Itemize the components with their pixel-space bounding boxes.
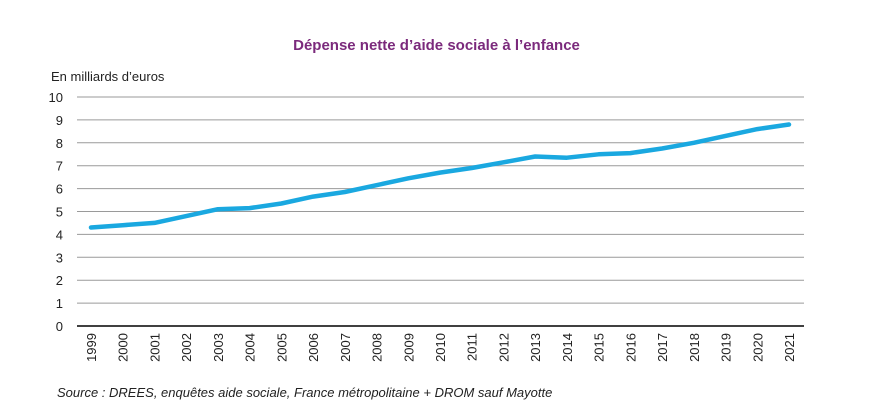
x-tick-label: 2019 <box>719 333 734 362</box>
x-tick-label: 2013 <box>528 333 543 362</box>
x-tick-label: 1999 <box>84 333 99 362</box>
x-tick-label: 2015 <box>592 333 607 362</box>
y-tick-label: 10 <box>49 90 63 105</box>
x-tick-label: 2006 <box>306 333 321 362</box>
x-tick-label: 2011 <box>465 333 480 361</box>
y-tick-label: 3 <box>56 250 63 265</box>
x-tick-label: 2017 <box>655 333 670 362</box>
y-tick-label: 2 <box>56 273 63 288</box>
y-tick-label: 5 <box>56 205 63 220</box>
x-tick-label: 2004 <box>243 333 258 362</box>
y-tick-label: 8 <box>56 136 63 151</box>
x-tick-label: 2005 <box>274 333 289 362</box>
x-tick-label: 2000 <box>116 333 131 362</box>
y-tick-label: 0 <box>56 319 63 334</box>
x-tick-label: 2001 <box>147 333 162 362</box>
y-tick-label: 9 <box>56 113 63 128</box>
x-tick-label: 2014 <box>560 333 575 362</box>
x-tick-label: 2012 <box>496 333 511 362</box>
x-tick-label: 2007 <box>338 333 353 362</box>
source-note: Source : DREES, enquêtes aide sociale, F… <box>57 385 553 400</box>
x-tick-label: 2003 <box>211 333 226 362</box>
x-tick-label: 2021 <box>782 333 797 362</box>
series-line <box>88 122 792 230</box>
y-tick-label: 4 <box>56 227 63 242</box>
chart-title: Dépense nette d’aide sociale à l’enfance <box>293 37 580 54</box>
x-tick-label: 2020 <box>750 333 765 362</box>
x-tick-label: 2016 <box>623 333 638 362</box>
y-axis-label: En milliards d’euros <box>51 69 165 84</box>
x-tick-label: 2002 <box>179 333 194 362</box>
x-tick-label: 2008 <box>370 333 385 362</box>
y-tick-label: 1 <box>56 296 63 311</box>
x-tick-label: 2010 <box>433 333 448 362</box>
x-tick-label: 2009 <box>401 333 416 362</box>
y-tick-label: 6 <box>56 182 63 197</box>
y-tick-label: 7 <box>56 159 63 174</box>
x-tick-label: 2018 <box>687 333 702 362</box>
